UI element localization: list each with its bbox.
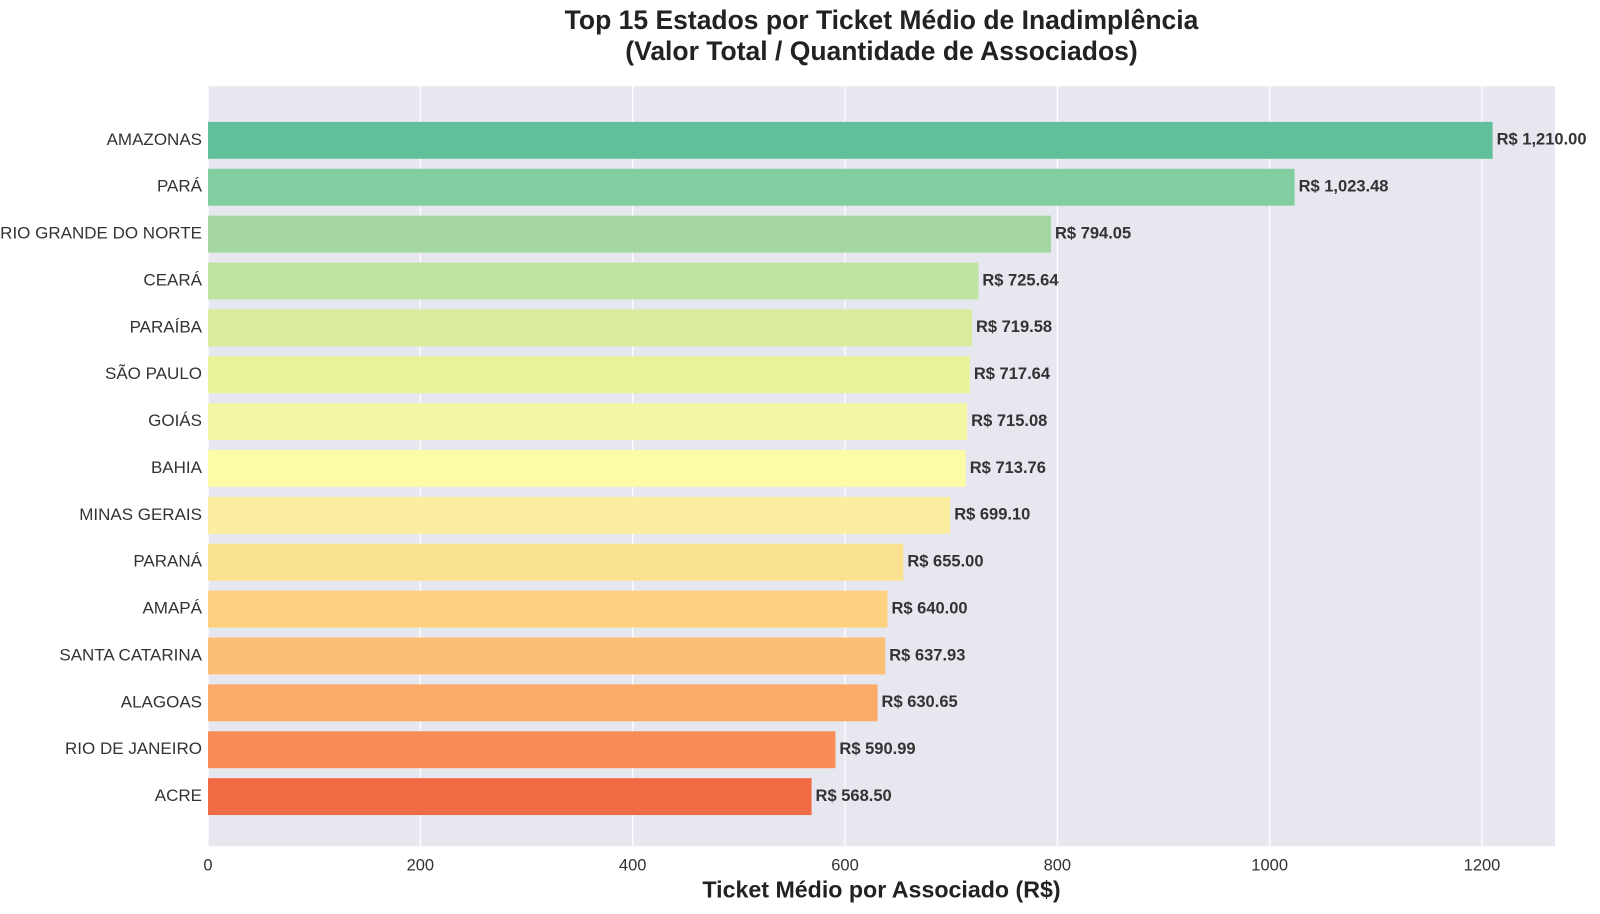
svg-text:R$ 637.93: R$ 637.93 xyxy=(889,646,965,664)
svg-text:R$ 699.10: R$ 699.10 xyxy=(954,506,1030,524)
svg-text:Ticket Médio por Associado (R$: Ticket Médio por Associado (R$) xyxy=(702,876,1060,902)
svg-text:400: 400 xyxy=(619,856,647,874)
svg-text:R$ 1,210.00: R$ 1,210.00 xyxy=(1497,131,1587,149)
svg-text:GOIÁS: GOIÁS xyxy=(148,411,202,430)
svg-text:SANTA CATARINA: SANTA CATARINA xyxy=(59,645,202,664)
svg-text:R$ 568.50: R$ 568.50 xyxy=(816,787,892,805)
svg-text:ALAGOAS: ALAGOAS xyxy=(121,692,202,711)
svg-text:Top 15 Estados por Ticket Médi: Top 15 Estados por Ticket Médio de Inadi… xyxy=(565,5,1199,35)
svg-text:RIO DE JANEIRO: RIO DE JANEIRO xyxy=(65,739,202,758)
svg-text:1000: 1000 xyxy=(1251,856,1288,874)
svg-text:SÃO PAULO: SÃO PAULO xyxy=(105,364,202,383)
svg-text:AMAPÁ: AMAPÁ xyxy=(142,599,202,618)
svg-text:R$ 630.65: R$ 630.65 xyxy=(882,693,958,711)
svg-text:R$ 719.58: R$ 719.58 xyxy=(976,318,1052,336)
svg-text:(Valor Total / Quantidade de A: (Valor Total / Quantidade de Associados) xyxy=(625,36,1137,66)
svg-text:R$ 640.00: R$ 640.00 xyxy=(891,599,967,617)
svg-text:PARANÁ: PARANÁ xyxy=(133,552,202,571)
svg-text:R$ 725.64: R$ 725.64 xyxy=(982,271,1059,289)
svg-text:PARÁ: PARÁ xyxy=(157,177,203,196)
svg-text:1200: 1200 xyxy=(1464,856,1501,874)
svg-text:BAHIA: BAHIA xyxy=(151,458,203,477)
svg-text:PARAÍBA: PARAÍBA xyxy=(130,317,203,336)
svg-text:R$ 713.76: R$ 713.76 xyxy=(970,459,1046,477)
svg-text:RIO GRANDE DO NORTE: RIO GRANDE DO NORTE xyxy=(0,224,202,243)
svg-text:R$ 1,023.48: R$ 1,023.48 xyxy=(1299,178,1389,196)
svg-text:600: 600 xyxy=(831,856,859,874)
svg-text:AMAZONAS: AMAZONAS xyxy=(107,130,202,149)
svg-text:0: 0 xyxy=(203,856,212,874)
svg-text:R$ 715.08: R$ 715.08 xyxy=(971,412,1047,430)
svg-text:MINAS GERAIS: MINAS GERAIS xyxy=(79,505,202,524)
svg-text:R$ 590.99: R$ 590.99 xyxy=(839,740,915,758)
svg-text:R$ 794.05: R$ 794.05 xyxy=(1055,224,1131,242)
svg-text:CEARÁ: CEARÁ xyxy=(143,270,202,289)
svg-text:R$ 655.00: R$ 655.00 xyxy=(907,553,983,571)
svg-text:200: 200 xyxy=(407,856,435,874)
svg-text:ACRE: ACRE xyxy=(155,786,202,805)
svg-text:800: 800 xyxy=(1044,856,1072,874)
svg-text:R$ 717.64: R$ 717.64 xyxy=(974,365,1051,383)
